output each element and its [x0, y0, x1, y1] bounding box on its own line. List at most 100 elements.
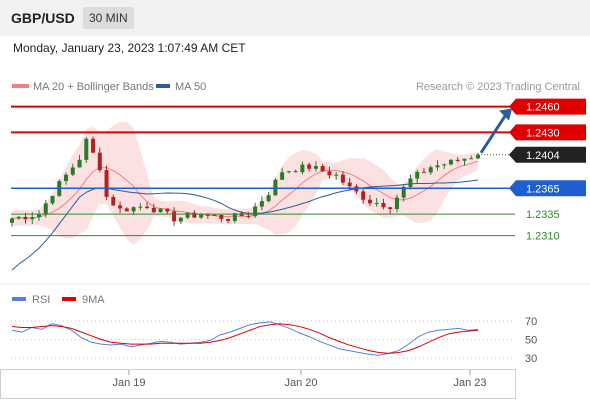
rsi-ma-legend-label: 9MA [82, 294, 105, 306]
rsi-ma-legend-swatch [62, 297, 76, 301]
candle-body [388, 207, 393, 210]
instrument-title: GBP/USD [11, 10, 75, 26]
ma50-legend-swatch [156, 84, 170, 88]
ma20-line [11, 160, 479, 219]
rsi-legend-swatch [12, 297, 26, 301]
level-resistance-0-tag [509, 98, 586, 115]
candle-body [212, 214, 217, 216]
candle-body [266, 195, 271, 202]
candle-body [462, 158, 467, 161]
x-tick-label-0: Jan 19 [112, 377, 145, 389]
candle-body [226, 219, 231, 221]
rsi-tick-label-70: 70 [525, 316, 537, 328]
candle-body [408, 178, 413, 187]
level-current-2-label: 1.2404 [526, 150, 560, 162]
candle-body [158, 208, 163, 213]
candle-body [131, 207, 136, 212]
rsi-tick-label-30: 30 [525, 353, 537, 365]
timestamp: Monday, January 23, 2023 1:07:49 AM CET [13, 41, 246, 55]
level-resistance-1-label: 1.2430 [526, 127, 560, 139]
candle-body [361, 191, 366, 200]
time-axis: Jan 19 Jan 20 Jan 23 [112, 370, 487, 389]
candle-body [428, 167, 433, 173]
main-legend: MA 20 + Bollinger Bands MA 50 Research ©… [12, 81, 580, 93]
candle-body [199, 214, 204, 218]
candle-body [70, 167, 75, 175]
candle-body [280, 172, 285, 180]
candle-body [91, 138, 96, 153]
level-resistance-1-tag [509, 124, 586, 141]
candle-body [415, 171, 420, 179]
candle-body [104, 170, 109, 197]
candle-body [347, 182, 352, 187]
candle-body [374, 203, 379, 205]
x-tick-label-1: Jan 20 [284, 377, 317, 389]
rsi-plot-area: 70 50 30 [11, 316, 537, 365]
candle-body [448, 159, 453, 165]
candle-body [300, 164, 305, 173]
candle-body [246, 215, 251, 217]
candle-body [320, 165, 325, 172]
candle-body [307, 164, 312, 169]
candle-body [192, 212, 197, 218]
candle-body [469, 158, 474, 160]
level-resistance-0-label: 1.2460 [526, 102, 560, 114]
ma50-legend-label: MA 50 [175, 81, 206, 93]
timeframe-badge[interactable]: 30 MIN [83, 7, 134, 29]
price-levels: 1.2460 1.2430 1.2404 1.2365 1.2335 1.2310 [11, 98, 586, 243]
candle-body [10, 218, 14, 223]
top-bar: GBP/USD 30 MIN [0, 0, 590, 36]
candle-body [30, 217, 35, 220]
candle-body [421, 171, 426, 173]
bollinger-legend-swatch [12, 84, 29, 88]
level-support-5-label: 1.2310 [526, 231, 560, 243]
candle-body [232, 213, 237, 221]
candle-body [293, 171, 298, 173]
candle-body [401, 186, 406, 198]
candle-body [145, 206, 150, 209]
rsi-line [11, 321, 479, 356]
bollinger-legend-label: MA 20 + Bollinger Bands [33, 81, 154, 93]
rsi-legend: RSI 9MA [12, 294, 105, 306]
projection-arrow-shaft [479, 113, 508, 154]
candle-body [313, 165, 318, 169]
candle-body [151, 208, 156, 213]
bollinger-band [12, 121, 478, 245]
candle-body [394, 197, 399, 210]
candle-body [64, 174, 69, 182]
candle-body [286, 171, 291, 173]
x-tick-label-2: Jan 23 [453, 377, 486, 389]
credit-text: Research © 2023 Trading Central [416, 81, 580, 93]
candle-body [77, 159, 82, 168]
candle-body [219, 214, 224, 220]
candle-body [259, 201, 264, 207]
candle-body [455, 159, 460, 161]
rsi-tick-label-50: 50 [525, 335, 537, 347]
candle-body [97, 152, 102, 171]
candle-body [185, 212, 190, 218]
candle-body [50, 195, 55, 204]
candle-body [340, 174, 345, 183]
level-current-2-tag [509, 146, 586, 163]
candle-body [273, 179, 278, 196]
candle-body [37, 214, 42, 218]
ma50-line [11, 179, 479, 271]
candle-body [124, 208, 129, 212]
candle-body [84, 138, 89, 160]
candle-body [253, 206, 258, 217]
candle-body [138, 206, 143, 208]
candle-body [367, 199, 372, 204]
candle-body [118, 205, 123, 209]
level-pivot-3-label: 1.2365 [526, 183, 560, 195]
rsi-ma-line [11, 323, 479, 354]
level-support-4-label: 1.2335 [526, 209, 560, 221]
candle-body [327, 171, 332, 176]
candle-body [334, 174, 339, 176]
candle-body [165, 208, 170, 212]
price-plot-area [10, 121, 480, 271]
time-axis-frame [0, 369, 516, 399]
level-pivot-3-tag [509, 180, 586, 197]
projection-arrowhead [499, 108, 512, 121]
candle-body [435, 165, 440, 168]
rsi-legend-label: RSI [32, 294, 50, 306]
